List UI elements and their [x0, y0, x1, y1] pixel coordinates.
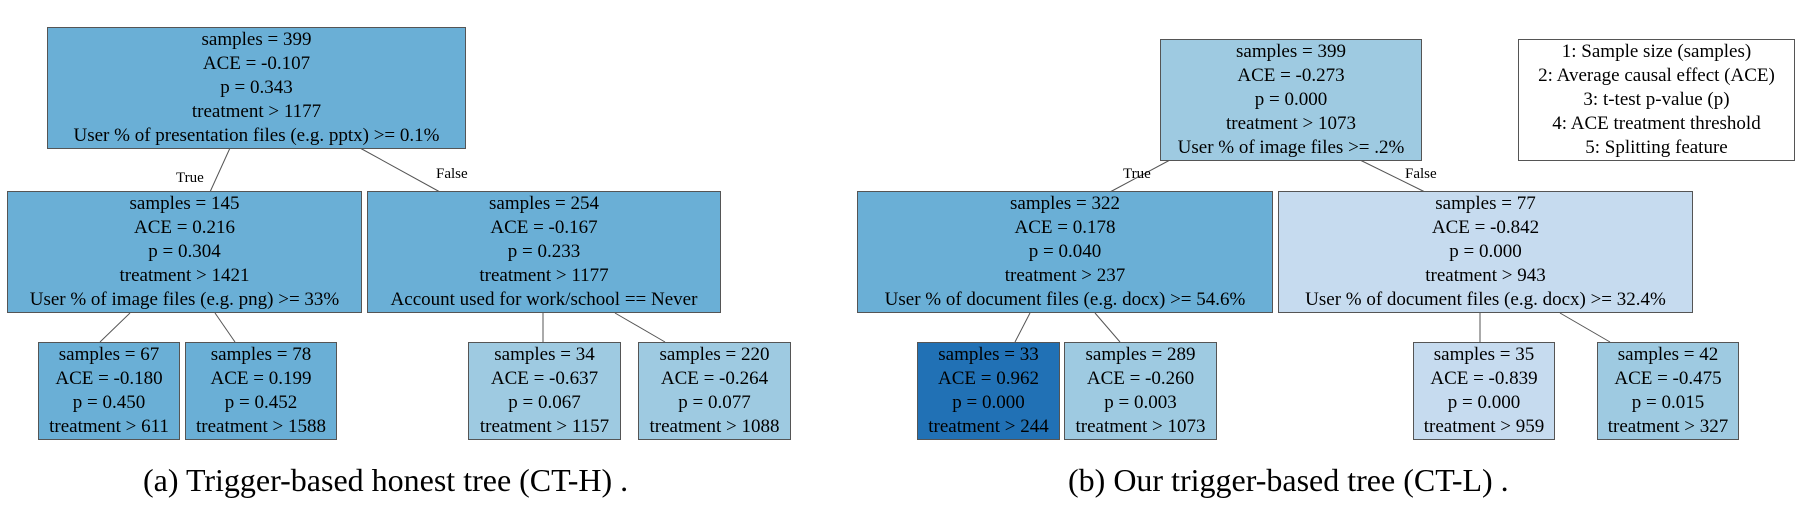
node-samples: samples = 42: [1617, 344, 1719, 365]
tree-a-false-label: False: [436, 166, 468, 182]
node-treatment: treatment > 943: [1425, 265, 1546, 286]
tree-b-left-node: samples = 322 ACE = 0.178 p = 0.040 trea…: [857, 191, 1273, 313]
node-p-value: p = 0.040: [1028, 241, 1102, 262]
node-samples: samples = 322: [1010, 193, 1120, 214]
node-ace: ACE = -0.260: [1086, 368, 1195, 389]
node-split-feature: Account used for work/school == Never: [390, 289, 698, 310]
node-split-feature: User % of document files (e.g. docx) >= …: [1305, 289, 1666, 310]
node-p-value: p = 0.343: [220, 77, 293, 98]
node-ace: ACE = -0.475: [1614, 368, 1722, 389]
node-samples: samples = 67: [58, 344, 160, 365]
node-samples: samples = 254: [489, 193, 599, 214]
node-ace: ACE = 0.962: [938, 368, 1039, 389]
tree-a-leaf-rr: samples = 220 ACE = -0.264 p = 0.077 tre…: [638, 342, 791, 440]
node-treatment: treatment > 1073: [1075, 416, 1206, 437]
node-ace: ACE = 0.199: [210, 368, 312, 389]
node-samples: samples = 289: [1085, 344, 1196, 365]
edge-b-root-right: [1359, 159, 1426, 193]
tree-a-left-node: samples = 145 ACE = 0.216 p = 0.304 trea…: [7, 191, 362, 313]
node-split-feature: User % of image files >= .2%: [1177, 137, 1405, 158]
node-treatment: treatment > 1157: [479, 416, 610, 437]
node-treatment: treatment > 1073: [1226, 113, 1356, 134]
tree-b-leaf-rl: samples = 35 ACE = -0.839 p = 0.000 trea…: [1413, 342, 1555, 440]
node-p-value: p = 0.077: [678, 392, 751, 413]
tree-b-root-node: samples = 399 ACE = -0.273 p = 0.000 tre…: [1160, 39, 1422, 161]
node-p-value: p = 0.000: [1447, 392, 1521, 413]
node-ace: ACE = -0.264: [660, 368, 769, 389]
node-treatment: treatment > 1088: [649, 416, 780, 437]
node-treatment: treatment > 237: [1004, 265, 1126, 286]
node-treatment: treatment > 1421: [119, 265, 250, 286]
node-split-feature: User % of presentation files (e.g. pptx)…: [73, 125, 440, 146]
node-p-value: p = 0.304: [148, 241, 221, 262]
legend-item-ace: 2: Average causal effect (ACE): [1538, 65, 1775, 86]
node-treatment: treatment > 1588: [196, 416, 326, 437]
legend-item-treatment: 4: ACE treatment threshold: [1552, 113, 1761, 134]
node-treatment: treatment > 327: [1607, 416, 1729, 437]
tree-b-leaf-ll: samples = 33 ACE = 0.962 p = 0.000 treat…: [917, 342, 1060, 440]
node-samples: samples = 77: [1435, 193, 1536, 214]
node-p-value: p = 0.000: [1449, 241, 1522, 262]
node-treatment: treatment > 959: [1423, 416, 1545, 437]
node-treatment: treatment > 611: [49, 416, 169, 437]
legend-item-split: 5: Splitting feature: [1585, 137, 1728, 158]
edge-b-left-lr: [1094, 312, 1121, 343]
node-ace: ACE = -0.842: [1431, 217, 1540, 238]
edge-a-root-right: [359, 147, 441, 193]
node-ace: ACE = 0.216: [134, 217, 235, 238]
node-ace: ACE = -0.839: [1430, 368, 1538, 389]
legend-item-p-value: 3: t-test p-value (p): [1583, 89, 1730, 110]
node-samples: samples = 33: [938, 344, 1039, 365]
tree-a-leaf-lr: samples = 78 ACE = 0.199 p = 0.452 treat…: [185, 342, 337, 440]
node-samples: samples = 399: [1236, 41, 1346, 62]
tree-a-right-node: samples = 254 ACE = -0.167 p = 0.233 tre…: [367, 191, 721, 313]
node-samples: samples = 78: [210, 344, 312, 365]
tree-a-true-label: True: [176, 170, 204, 186]
node-p-value: p = 0.000: [1254, 89, 1328, 110]
node-samples: samples = 34: [494, 344, 595, 365]
node-samples: samples = 399: [201, 29, 312, 50]
edge-a-right-rr: [614, 312, 666, 343]
legend-box: 1: Sample size (samples) 2: Average caus…: [1518, 39, 1795, 161]
caption-a: (a) Trigger-based honest tree (CT-H) .: [143, 462, 629, 498]
edge-b-left-ll: [1014, 312, 1031, 343]
node-treatment: treatment > 1177: [479, 265, 609, 286]
tree-b-right-node: samples = 77 ACE = -0.842 p = 0.000 trea…: [1278, 191, 1693, 313]
node-split-feature: User % of image files (e.g. png) >= 33%: [29, 289, 340, 310]
node-p-value: p = 0.233: [507, 241, 581, 262]
legend-item-samples: 1: Sample size (samples): [1561, 41, 1752, 62]
node-ace: ACE = -0.637: [490, 368, 599, 389]
node-ace: ACE = -0.180: [55, 368, 163, 389]
node-treatment: treatment > 244: [928, 416, 1049, 437]
tree-b-false-label: False: [1405, 166, 1437, 182]
tree-b-true-label: True: [1123, 166, 1151, 182]
edge-b-root-left: [1109, 159, 1171, 193]
node-p-value: p = 0.450: [72, 392, 146, 413]
node-samples: samples = 35: [1433, 344, 1535, 365]
node-p-value: p = 0.003: [1104, 392, 1177, 413]
edge-b-right-rr: [1559, 312, 1611, 343]
node-samples: samples = 220: [659, 344, 770, 365]
tree-a-root-node: samples = 399 ACE = -0.107 p = 0.343 tre…: [47, 27, 466, 149]
node-p-value: p = 0.015: [1631, 392, 1705, 413]
edge-a-left-ll: [99, 312, 131, 343]
node-ace: ACE = -0.273: [1237, 65, 1345, 86]
node-p-value: p = 0.452: [224, 392, 298, 413]
node-ace: ACE = 0.178: [1014, 217, 1116, 238]
caption-b: (b) Our trigger-based tree (CT-L) .: [1068, 462, 1509, 498]
tree-a-leaf-ll: samples = 67 ACE = -0.180 p = 0.450 trea…: [38, 342, 180, 440]
edge-a-left-lr: [214, 312, 236, 343]
edge-a-root-left: [209, 147, 231, 193]
node-split-feature: User % of document files (e.g. docx) >= …: [884, 289, 1246, 310]
tree-b-leaf-lr: samples = 289 ACE = -0.260 p = 0.003 tre…: [1064, 342, 1217, 440]
tree-b-leaf-rr: samples = 42 ACE = -0.475 p = 0.015 trea…: [1597, 342, 1739, 440]
node-p-value: p = 0.067: [508, 392, 581, 413]
node-p-value: p = 0.000: [952, 392, 1025, 413]
node-treatment: treatment > 1177: [191, 101, 322, 122]
node-samples: samples = 145: [129, 193, 240, 214]
node-ace: ACE = -0.107: [202, 53, 311, 74]
node-ace: ACE = -0.167: [490, 217, 598, 238]
tree-a-leaf-rl: samples = 34 ACE = -0.637 p = 0.067 trea…: [468, 342, 621, 440]
